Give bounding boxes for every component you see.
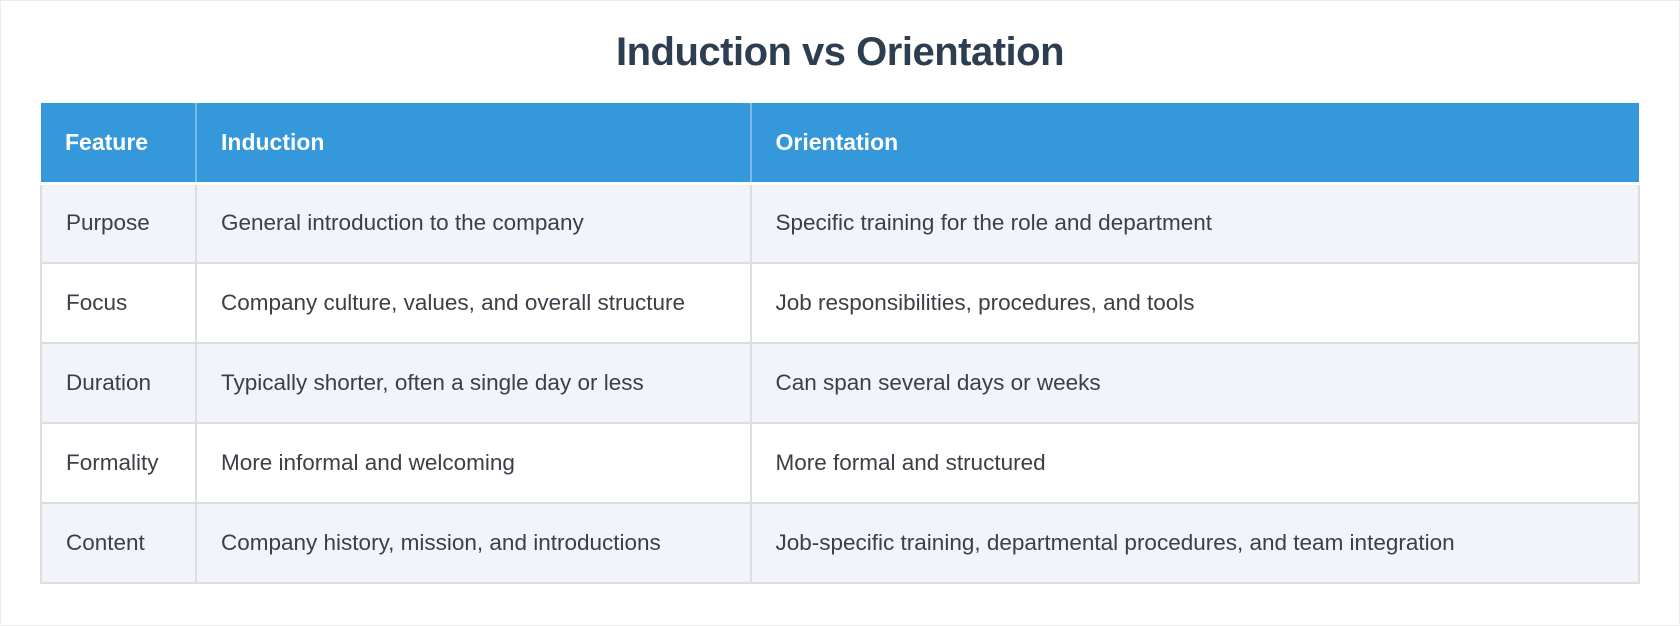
column-header-orientation: Orientation — [750, 103, 1639, 185]
cell-orientation: Can span several days or weeks — [749, 342, 1640, 424]
table-row-focus: Focus Company culture, values, and overa… — [40, 262, 1640, 344]
table-header-row: Feature Induction Orientation — [41, 103, 1639, 185]
column-header-feature: Feature — [41, 103, 197, 185]
cell-orientation: Job-specific training, departmental proc… — [749, 502, 1640, 584]
table-row-formality: Formality More informal and welcoming Mo… — [40, 422, 1640, 504]
cell-orientation: More formal and structured — [749, 422, 1640, 504]
cell-induction: General introduction to the company — [195, 182, 752, 264]
table-row-duration: Duration Typically shorter, often a sing… — [40, 342, 1640, 424]
cell-induction: Company history, mission, and introducti… — [195, 502, 752, 584]
cell-orientation: Specific training for the role and depar… — [749, 182, 1640, 264]
cell-induction: Typically shorter, often a single day or… — [195, 342, 752, 424]
cell-feature: Content — [40, 502, 197, 584]
cell-feature: Focus — [40, 262, 197, 344]
cell-feature: Formality — [40, 422, 197, 504]
cell-induction: More informal and welcoming — [195, 422, 752, 504]
comparison-table: Feature Induction Orientation Purpose Ge… — [40, 103, 1640, 584]
column-header-induction: Induction — [196, 103, 752, 185]
cell-orientation: Job responsibilities, procedures, and to… — [749, 262, 1640, 344]
table-row-content: Content Company history, mission, and in… — [40, 502, 1640, 584]
cell-feature: Duration — [40, 342, 197, 424]
cell-feature: Purpose — [40, 182, 197, 264]
page-title: Induction vs Orientation — [615, 30, 1065, 74]
table-row-purpose: Purpose General introduction to the comp… — [40, 182, 1640, 264]
comparison-table-container: Feature Induction Orientation Purpose Ge… — [40, 103, 1640, 584]
cell-induction: Company culture, values, and overall str… — [195, 262, 752, 344]
